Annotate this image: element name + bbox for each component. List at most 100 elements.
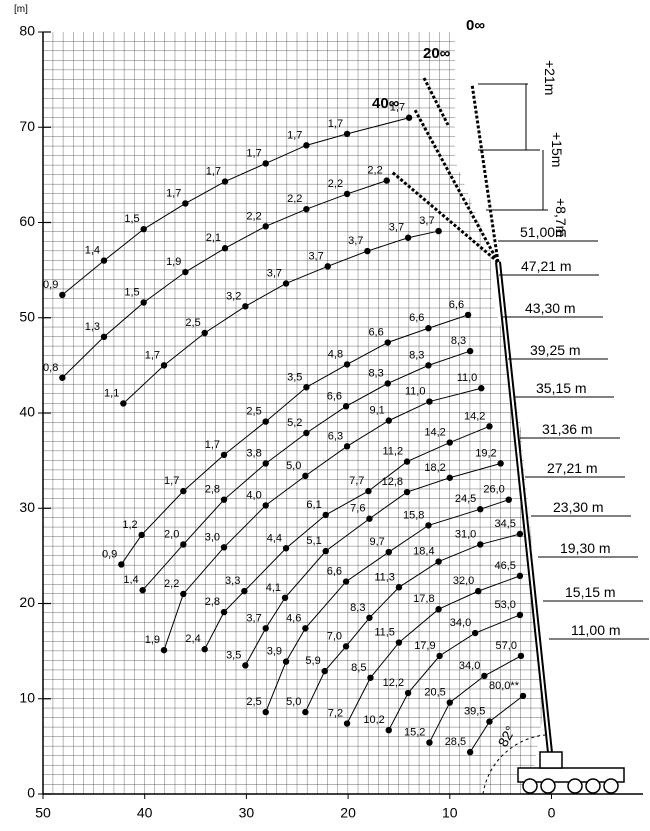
load-label: 1,5 <box>124 287 139 299</box>
x-tick-label: 30 <box>239 805 255 821</box>
load-curve: 34,5 31,0 18,4 11,3 8,3 7,0 5,9 5,0 <box>286 518 524 716</box>
load-label: 28,5 <box>445 736 466 748</box>
load-point <box>100 257 108 264</box>
load-label: 4,4 <box>267 532 282 544</box>
load-label: 1,9 <box>145 634 160 646</box>
load-point <box>140 225 147 233</box>
x-tick-label: 40 <box>137 805 153 821</box>
load-label: 6,6 <box>409 312 424 324</box>
load-point <box>303 205 310 213</box>
load-point <box>395 639 403 646</box>
y-tick-label: 50 <box>19 308 35 324</box>
load-label: 3,7 <box>419 215 434 227</box>
annotation: 0∞ <box>466 17 485 34</box>
annotation: +21m <box>542 60 558 95</box>
load-point <box>262 502 269 509</box>
wheel <box>585 778 601 794</box>
load-label: 6,6 <box>449 299 464 311</box>
boom-length-label: 35,15 m <box>536 380 587 396</box>
load-label: 9,1 <box>369 405 384 417</box>
wheel <box>567 778 583 794</box>
load-label: 2,5 <box>246 696 261 708</box>
load-label: 3,8 <box>246 447 261 459</box>
load-label: 8,5 <box>351 662 366 674</box>
y-tick-label: 80 <box>19 23 35 39</box>
x-tick-label: 20 <box>340 805 356 821</box>
load-curve: 19,2 18,2 12,8 7,6 5,1 4,1 3,7 3,5 <box>226 447 504 669</box>
load-point <box>385 726 392 734</box>
load-point <box>516 611 524 619</box>
load-label: 11,5 <box>374 627 395 639</box>
load-label: 1,7 <box>328 118 343 130</box>
load-point <box>242 303 249 310</box>
wheel <box>522 778 538 794</box>
offset-jib <box>422 77 450 126</box>
load-label: 2,2 <box>367 165 382 177</box>
load-point <box>343 130 351 138</box>
load-label: 1,7 <box>164 475 179 487</box>
load-label: 80,0** <box>489 680 520 692</box>
load-point <box>342 578 350 585</box>
load-point <box>517 652 525 660</box>
load-label: 2,2 <box>287 193 302 205</box>
load-point <box>282 545 290 552</box>
load-point <box>505 496 512 503</box>
load-label: 1,4 <box>123 574 138 586</box>
load-point <box>262 418 269 425</box>
cab <box>539 751 563 769</box>
load-point <box>486 423 493 430</box>
load-label: 1,4 <box>85 245 100 257</box>
load-point <box>282 280 290 287</box>
y-tick-label: 40 <box>19 404 35 420</box>
load-point <box>477 506 484 513</box>
load-label: 8,3 <box>350 602 365 614</box>
load-point <box>435 558 442 565</box>
load-point <box>426 398 433 405</box>
load-point <box>180 487 187 495</box>
load-point <box>403 458 411 465</box>
load-point <box>365 487 372 495</box>
load-point <box>100 333 108 340</box>
offset-jib <box>391 170 499 264</box>
y-tick-label: 60 <box>19 213 35 229</box>
load-label: 15,8 <box>403 509 424 521</box>
load-point <box>343 720 351 727</box>
load-point <box>478 385 485 392</box>
load-point <box>446 474 453 481</box>
load-label: 17,9 <box>414 640 435 652</box>
load-curve: 11,0 11,0 9,1 6,3 5,0 4,0 3,0 2,2 1,9 <box>145 372 485 654</box>
x-tick-label: 10 <box>442 805 458 821</box>
load-point <box>366 515 373 522</box>
annotation: 20∞ <box>423 45 451 62</box>
load-label: 20,5 <box>424 687 445 699</box>
load-label: 2,2 <box>328 178 343 190</box>
load-label: 3,7 <box>308 250 323 262</box>
load-point <box>464 311 472 319</box>
load-label: 2,0 <box>164 528 179 540</box>
load-point <box>446 699 453 706</box>
load-point <box>343 443 351 450</box>
load-label: 34,5 <box>495 518 516 530</box>
load-point <box>281 594 289 601</box>
load-label: 7,0 <box>327 630 342 642</box>
load-label: 14,2 <box>464 410 485 422</box>
load-point <box>302 625 309 632</box>
load-label: 17,8 <box>413 593 434 605</box>
curve-line <box>428 655 522 743</box>
load-point <box>367 674 374 681</box>
load-point <box>262 625 269 632</box>
load-label: 0,9 <box>43 279 58 291</box>
boom-length-label: 39,25 m <box>530 342 581 358</box>
load-label: 8,3 <box>409 349 424 361</box>
load-curve: 14,2 14,2 11,2 7,7 6,1 4,4 3,3 2,8 2,4 <box>185 410 493 653</box>
load-point <box>118 561 125 568</box>
load-label: 3,5 <box>287 371 302 383</box>
load-point <box>182 200 189 207</box>
load-point <box>404 234 412 241</box>
boom-length-label: 43,30 m <box>525 300 576 316</box>
load-label: 14,2 <box>424 427 445 439</box>
load-point <box>342 643 350 650</box>
load-label: 6,6 <box>327 566 342 578</box>
load-point <box>59 374 66 381</box>
load-label: 4,0 <box>246 489 261 501</box>
